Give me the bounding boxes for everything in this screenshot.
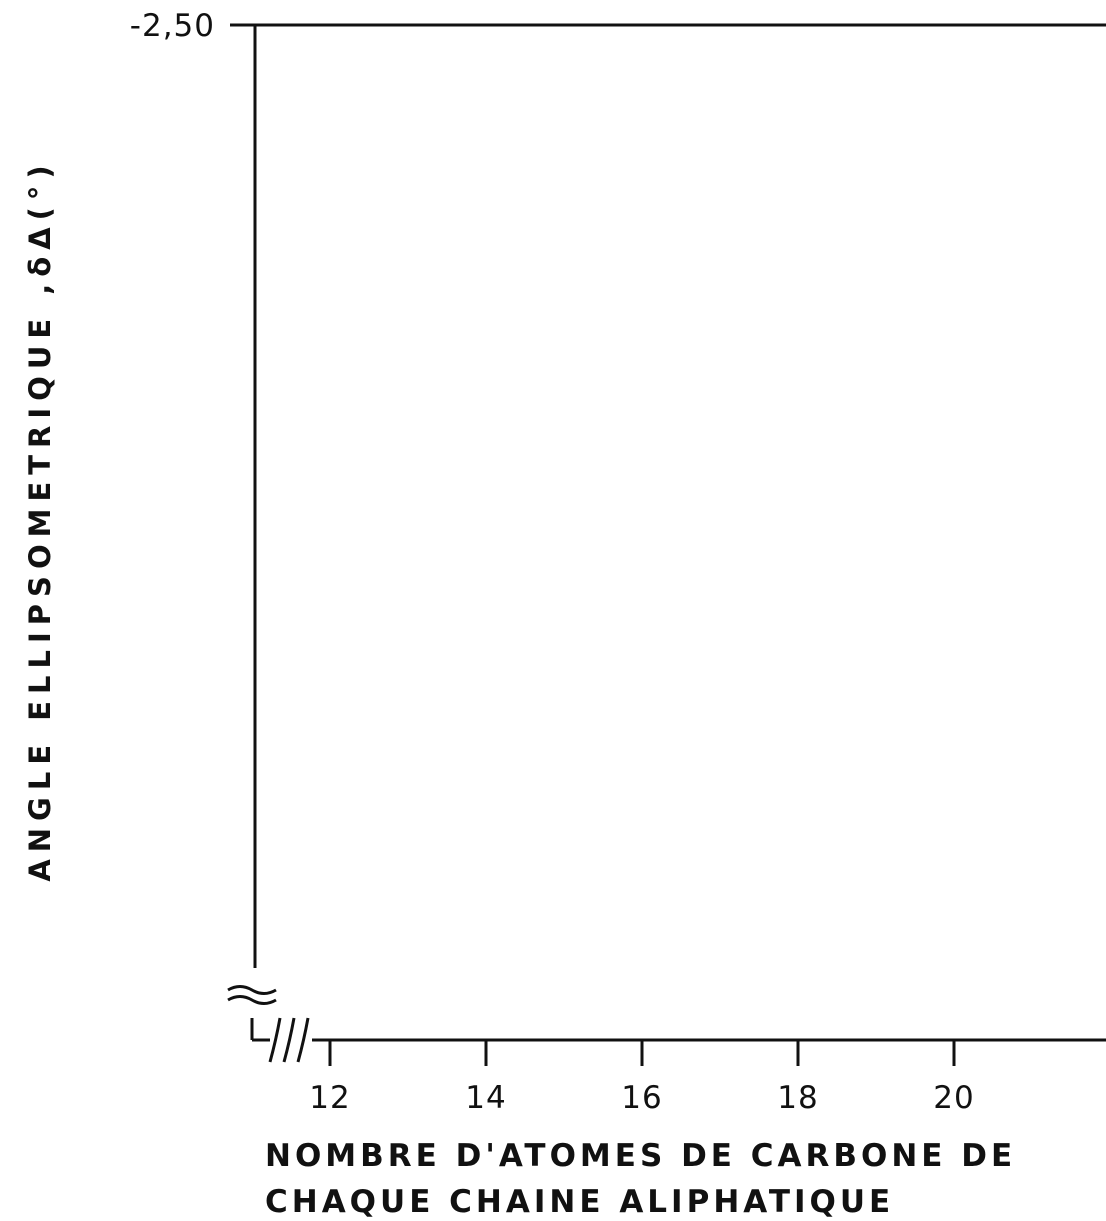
y-axis-label: ANGLE ELLIPSOMETRIQUE ,δΔ(°) <box>23 158 57 881</box>
x-axis-label-line-2: CHAQUE CHAINE ALIPHATIQUE <box>265 1184 894 1220</box>
x-tick-label: 20 <box>933 1080 974 1116</box>
y-axis-ticks: -2,50-2,30-2,10-1,90-1,70-1,50-1,30 <box>130 8 255 44</box>
x-tick-label: 18 <box>777 1080 818 1116</box>
x-axis-label-line-1: NOMBRE D'ATOMES DE CARBONE DE <box>265 1138 1016 1174</box>
x-tick-label: 12 <box>309 1080 350 1116</box>
y-tick-label: -2,50 <box>130 8 215 44</box>
x-tick-label: 14 <box>465 1080 506 1116</box>
x-axis-ticks: 12 14 16 18 20 <box>309 1040 974 1116</box>
x-tick-label: 16 <box>621 1080 662 1116</box>
y-axis <box>227 23 1106 1063</box>
